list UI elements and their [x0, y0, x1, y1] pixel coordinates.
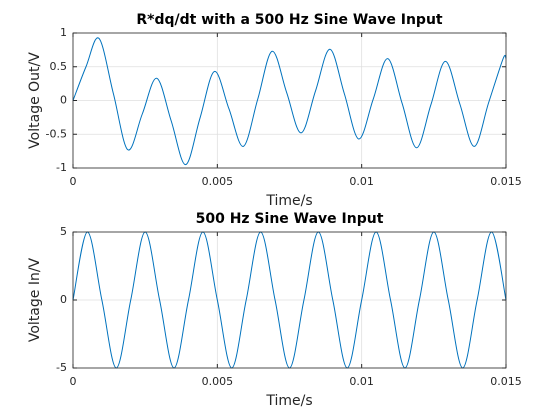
axes-box — [72, 231, 507, 369]
axes-box — [72, 32, 507, 169]
y-tick-label: -0.5 — [46, 127, 67, 140]
x-tick-label: 0.015 — [490, 375, 522, 388]
x-tick-label: 0.005 — [202, 375, 234, 388]
y-axis-label: Voltage Out/V — [27, 52, 43, 149]
x-tick-label: 0.015 — [490, 175, 522, 188]
y-tick-label: 0 — [60, 293, 67, 306]
y-tick-label: 0 — [60, 94, 67, 107]
x-axis-label: Time/s — [265, 193, 312, 209]
x-tick-label: 0 — [70, 175, 77, 188]
chart-title: 500 Hz Sine Wave Input — [196, 211, 384, 227]
chart-title: R*dq/dt with a 500 Hz Sine Wave Input — [136, 12, 443, 28]
x-tick-label: 0.01 — [349, 175, 374, 188]
y-tick-label: -1 — [56, 161, 67, 174]
y-tick-label: 1 — [60, 26, 67, 39]
y-tick-label: 0.5 — [50, 60, 68, 73]
data-line — [72, 37, 507, 166]
x-axis-label: Time/s — [265, 393, 312, 409]
y-tick-label: -5 — [56, 361, 67, 374]
x-tick-label: 0.01 — [349, 375, 374, 388]
y-axis-label: Voltage In/V — [27, 257, 43, 342]
x-tick-label: 0 — [70, 375, 77, 388]
y-tick-label: 5 — [60, 225, 67, 238]
x-tick-label: 0.005 — [202, 175, 234, 188]
